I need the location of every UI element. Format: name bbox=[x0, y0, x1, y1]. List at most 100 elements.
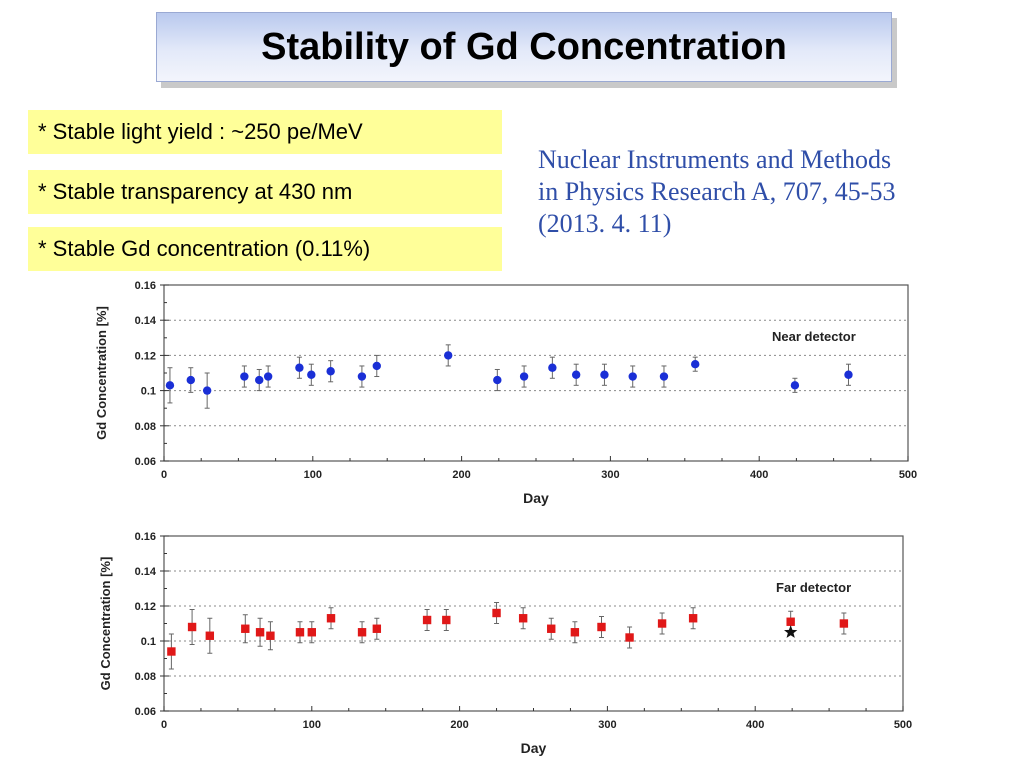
y-tick-label: 0.12 bbox=[135, 350, 156, 362]
point-marker bbox=[295, 628, 305, 637]
x-tick-label: 400 bbox=[750, 469, 768, 481]
star-marker bbox=[784, 625, 798, 638]
point-marker bbox=[790, 381, 800, 390]
citation: Nuclear Instruments and Methods in Physi… bbox=[538, 144, 1018, 240]
x-tick-label: 100 bbox=[303, 719, 321, 731]
plot-frame bbox=[163, 284, 909, 462]
point-marker bbox=[372, 624, 382, 633]
point-marker bbox=[255, 628, 265, 637]
citation-line-1: Nuclear Instruments and Methods bbox=[538, 145, 892, 174]
y-axis-label: Gd Concentration [%] bbox=[94, 306, 109, 440]
far-detector-chart: 0.06 0.08 0.1 0.12 0.14 0.16 0 100 200 300 400 500 D… bbox=[98, 531, 912, 756]
page-title: Stability of Gd Concentration bbox=[261, 25, 787, 68]
data-point bbox=[202, 372, 212, 409]
point-marker bbox=[167, 647, 176, 656]
data-point bbox=[240, 365, 249, 388]
point-marker bbox=[326, 367, 335, 376]
point-marker bbox=[657, 619, 667, 628]
x-tick-label: 0 bbox=[161, 719, 167, 731]
data-point bbox=[790, 377, 800, 393]
point-marker bbox=[442, 615, 451, 625]
point-marker bbox=[266, 631, 275, 640]
point-marker bbox=[688, 614, 698, 623]
x-tick-label: 200 bbox=[452, 469, 470, 481]
citation-line-2: in Physics Research A, 707, 45-53 bbox=[538, 177, 896, 206]
data-point bbox=[295, 621, 305, 644]
data-point bbox=[307, 621, 316, 644]
point-marker bbox=[625, 633, 634, 642]
data-point bbox=[844, 363, 853, 386]
citation-line-3: (2013. 4. 11) bbox=[538, 209, 672, 238]
data-point bbox=[444, 344, 453, 367]
point-marker bbox=[492, 608, 501, 618]
point-marker bbox=[493, 375, 502, 385]
data-point bbox=[493, 368, 502, 392]
y-tick-label: 0.14 bbox=[135, 315, 157, 327]
data-point bbox=[691, 356, 700, 372]
point-marker bbox=[295, 363, 304, 372]
data-point bbox=[326, 360, 335, 383]
y-tick-label: 0.08 bbox=[135, 671, 156, 683]
data-point bbox=[295, 356, 304, 379]
point-marker bbox=[519, 372, 529, 381]
data-point bbox=[422, 609, 432, 631]
y-tick-label: 0.16 bbox=[135, 531, 156, 543]
data-point bbox=[357, 365, 367, 388]
data-point bbox=[659, 365, 669, 388]
x-axis-label: Day bbox=[521, 740, 547, 756]
point-marker bbox=[628, 372, 637, 381]
data-point bbox=[597, 616, 606, 638]
data-point bbox=[372, 354, 381, 378]
x-tick-label: 300 bbox=[598, 719, 616, 731]
detector-annotation: Far detector bbox=[776, 580, 851, 595]
data-point bbox=[688, 607, 698, 630]
point-marker bbox=[548, 363, 557, 372]
bullet-transparency: * Stable transparency at 430 nm bbox=[28, 170, 502, 214]
point-marker bbox=[307, 628, 316, 637]
point-marker bbox=[165, 381, 175, 390]
data-point bbox=[307, 363, 316, 386]
x-axis-label: Day bbox=[523, 490, 549, 506]
data-point bbox=[255, 617, 265, 647]
point-marker bbox=[786, 617, 795, 626]
data-point bbox=[628, 365, 637, 388]
x-tick-label: 200 bbox=[450, 719, 468, 731]
bullet-light-yield: * Stable light yield : ~250 pe/MeV bbox=[28, 110, 502, 154]
point-marker bbox=[571, 370, 581, 379]
point-marker bbox=[547, 624, 556, 633]
data-point bbox=[187, 609, 197, 645]
data-point bbox=[518, 607, 528, 630]
point-marker bbox=[307, 370, 316, 379]
point-marker bbox=[444, 351, 453, 360]
data-point bbox=[600, 363, 609, 386]
x-tick-label: 400 bbox=[746, 719, 764, 731]
data-point bbox=[205, 617, 215, 654]
data-point bbox=[657, 612, 667, 635]
y-tick-label: 0.12 bbox=[135, 601, 156, 613]
point-marker bbox=[357, 372, 367, 381]
point-marker bbox=[844, 370, 853, 379]
detector-annotation: Near detector bbox=[772, 329, 856, 344]
point-marker bbox=[187, 622, 197, 632]
point-marker bbox=[240, 372, 249, 381]
point-marker bbox=[570, 628, 580, 637]
point-marker bbox=[202, 386, 212, 395]
x-tick-label: 0 bbox=[161, 469, 167, 481]
bullet-gd-concentration: * Stable Gd concentration (0.11%) bbox=[28, 227, 502, 271]
data-point bbox=[442, 609, 451, 631]
data-point bbox=[547, 617, 556, 640]
y-tick-label: 0.1 bbox=[141, 636, 156, 648]
x-tick-label: 300 bbox=[601, 469, 619, 481]
point-marker bbox=[326, 614, 336, 623]
data-point bbox=[492, 602, 501, 624]
point-marker bbox=[186, 375, 195, 385]
point-marker bbox=[422, 615, 432, 625]
y-tick-label: 0.16 bbox=[135, 280, 156, 292]
point-marker bbox=[597, 622, 606, 632]
data-point bbox=[165, 367, 175, 404]
point-marker bbox=[600, 370, 609, 379]
title-banner: Stability of Gd Concentration bbox=[156, 12, 892, 82]
point-marker bbox=[659, 372, 669, 381]
data-point bbox=[266, 621, 275, 651]
x-tick-label: 500 bbox=[894, 719, 912, 731]
